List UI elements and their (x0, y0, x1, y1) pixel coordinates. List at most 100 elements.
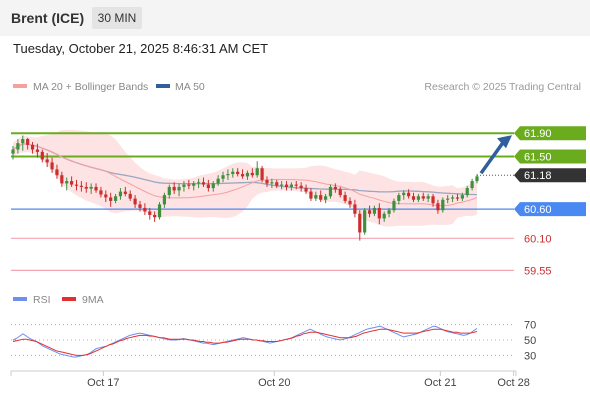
candle (231, 168, 235, 178)
instrument-title: Brent (ICE) (11, 10, 85, 26)
candle (79, 181, 83, 192)
candle (323, 193, 328, 204)
candle (138, 200, 142, 212)
candle (377, 203, 381, 225)
timeframe-badge[interactable]: 30 MIN (92, 7, 142, 29)
candle (133, 195, 137, 208)
candle (11, 146, 15, 160)
resistance-tag-61.90 (514, 126, 586, 141)
forecast-arrow-shaft (479, 140, 506, 175)
ma50-legend-swatch (156, 84, 170, 88)
candlesticks (11, 135, 479, 241)
candle (226, 169, 230, 180)
pivot-label-60.60: 60.60 (524, 204, 552, 216)
candle (353, 199, 357, 218)
candle (402, 190, 406, 200)
candle (338, 186, 342, 198)
timestamp: Tuesday, October 21, 2025 8:46:31 AM CET (13, 41, 269, 56)
bollinger-band-area (13, 129, 477, 227)
x-tick-label: Oct 28 (497, 377, 529, 389)
candle (348, 197, 352, 208)
candle (280, 181, 284, 190)
candle (16, 139, 20, 154)
candle (30, 141, 35, 154)
candle (358, 210, 362, 241)
candle (343, 191, 347, 204)
support-label-59.55: 59.55 (524, 265, 552, 277)
rsi-line (12, 325, 478, 358)
candle (177, 183, 181, 197)
rsi-legend: RSI 9MA (13, 294, 104, 306)
candle (74, 179, 79, 191)
candle (333, 183, 337, 193)
candle (441, 197, 445, 213)
candle (182, 181, 186, 192)
chart-header: Brent (ICE) 30 MIN (0, 0, 590, 36)
candle (328, 184, 333, 199)
candle (201, 177, 206, 187)
forecast-arrow (479, 135, 512, 175)
moving-averages (12, 143, 478, 207)
bollinger-legend-label: MA 20 + Bollinger Bands (33, 81, 148, 93)
candle (387, 207, 391, 218)
ma50-legend-label: MA 50 (175, 81, 205, 93)
rsi-grid: 30 50 70 (11, 320, 536, 362)
candle (392, 198, 396, 213)
rsi-tick-50: 50 (524, 335, 536, 347)
rsi-legend-label: RSI (33, 294, 51, 306)
candle (148, 207, 152, 220)
candle (465, 185, 469, 198)
candle (460, 192, 464, 201)
candle (446, 195, 450, 204)
candle (436, 199, 440, 214)
candle (289, 182, 293, 191)
bollinger-bands (13, 129, 477, 227)
candle (250, 168, 254, 178)
candle (50, 157, 54, 173)
candle (128, 190, 132, 201)
rsi-legend-swatch (13, 297, 27, 301)
candle (450, 195, 455, 203)
candle (314, 191, 318, 201)
candle (118, 188, 123, 200)
pivot-tag-60.60 (514, 202, 586, 217)
candle (113, 193, 118, 204)
candle (211, 181, 215, 192)
candle (275, 179, 279, 189)
candle (104, 190, 108, 203)
candle (60, 171, 64, 187)
price-levels (11, 132, 514, 272)
rsi-tick-70: 70 (524, 320, 536, 332)
candle (411, 192, 416, 203)
rsi-ma-legend-swatch (62, 297, 76, 301)
candle (26, 137, 30, 150)
candle (40, 149, 44, 163)
candle (192, 181, 196, 191)
candle (397, 192, 401, 205)
candle (426, 193, 430, 203)
candle (55, 164, 59, 179)
level-labels: 61.90 61.50 61.18 60.60 60.10 59.55 (514, 126, 586, 277)
x-tick-label: Oct 21 (424, 377, 456, 389)
candle (470, 178, 474, 191)
candle (236, 168, 240, 177)
candle (45, 153, 49, 168)
candle (123, 186, 127, 197)
candle (416, 193, 420, 203)
candle (270, 178, 274, 189)
ma20-line (12, 143, 478, 207)
candle (21, 135, 25, 151)
candle (167, 184, 171, 199)
support-label-60.10: 60.10 (524, 233, 552, 245)
candle (89, 183, 93, 194)
candle (363, 207, 367, 235)
last-label-61.18: 61.18 (524, 170, 552, 182)
x-tick-label: Oct 17 (87, 377, 119, 389)
main-legend: MA 20 + Bollinger Bands MA 50 Research ©… (13, 81, 581, 93)
candle (260, 165, 264, 183)
candle (294, 181, 298, 190)
candle (255, 161, 259, 178)
candle (319, 190, 323, 203)
candle (216, 175, 220, 186)
